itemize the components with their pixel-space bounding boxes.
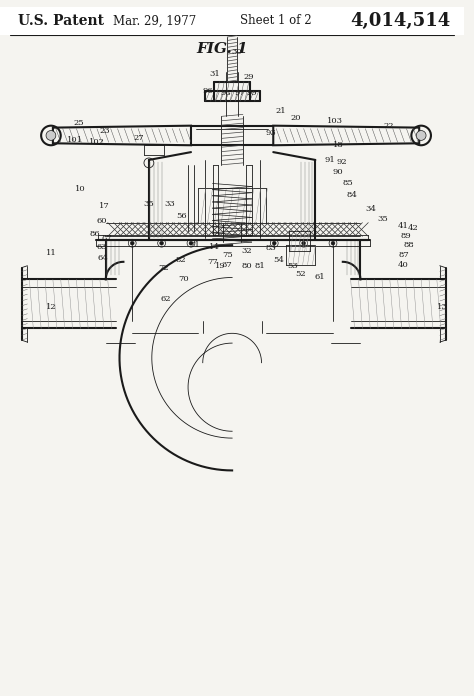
Text: 92: 92	[337, 158, 347, 166]
Text: 37: 37	[221, 261, 232, 269]
Text: 34: 34	[366, 205, 377, 213]
Circle shape	[272, 242, 276, 245]
Circle shape	[46, 131, 56, 141]
Text: 35: 35	[144, 200, 154, 208]
Text: 20: 20	[291, 114, 301, 122]
Text: 4,014,514: 4,014,514	[351, 12, 451, 30]
Circle shape	[189, 242, 193, 245]
Text: 63: 63	[97, 243, 107, 251]
Text: 83: 83	[266, 244, 277, 252]
Bar	[0, 7, 464, 35]
Text: 88: 88	[403, 241, 414, 249]
Text: 12: 12	[46, 303, 56, 311]
Text: 93: 93	[266, 129, 277, 136]
Text: 27: 27	[134, 134, 145, 143]
Text: 82: 82	[176, 256, 186, 264]
Text: 71: 71	[190, 241, 201, 249]
Text: 31: 31	[209, 70, 220, 78]
Text: 62: 62	[160, 295, 171, 303]
Text: 81: 81	[254, 262, 265, 270]
Text: 40: 40	[398, 261, 409, 269]
Text: 22: 22	[383, 122, 394, 129]
Text: 101: 101	[67, 136, 83, 144]
Text: 42: 42	[408, 223, 419, 232]
Text: 52: 52	[295, 269, 306, 278]
Text: 70: 70	[178, 276, 189, 283]
Text: 53: 53	[287, 262, 298, 270]
Circle shape	[331, 242, 335, 245]
Text: 10: 10	[75, 185, 86, 193]
Text: 85: 85	[342, 180, 353, 187]
Text: 91: 91	[325, 156, 336, 164]
Circle shape	[130, 242, 134, 245]
Text: 54: 54	[273, 256, 284, 264]
Text: 97: 97	[235, 89, 246, 97]
Text: 19: 19	[215, 262, 226, 270]
Text: 17: 17	[100, 202, 110, 210]
Text: 64: 64	[98, 254, 108, 262]
Text: 77: 77	[207, 258, 218, 266]
Text: 35: 35	[378, 214, 388, 223]
Circle shape	[160, 242, 164, 245]
Text: 33: 33	[164, 200, 175, 208]
Text: 14: 14	[209, 243, 220, 251]
Text: 75: 75	[222, 251, 233, 259]
Text: 56: 56	[176, 212, 186, 220]
Text: 60: 60	[97, 216, 107, 225]
Text: 21: 21	[276, 107, 286, 115]
Text: 87: 87	[398, 251, 409, 259]
Text: 99: 99	[246, 89, 257, 97]
Text: 98: 98	[221, 89, 232, 97]
Text: 72: 72	[158, 264, 169, 271]
Text: 29: 29	[244, 72, 254, 81]
Circle shape	[301, 242, 306, 245]
Text: Sheet 1 of 2: Sheet 1 of 2	[240, 15, 311, 27]
Text: 103: 103	[327, 117, 343, 125]
Text: 80: 80	[242, 262, 252, 270]
Text: 87: 87	[101, 235, 112, 242]
Text: 18: 18	[333, 141, 343, 149]
Text: 25: 25	[73, 119, 84, 127]
Circle shape	[416, 131, 426, 141]
Text: Mar. 29, 1977: Mar. 29, 1977	[113, 15, 196, 27]
Text: 84: 84	[346, 191, 357, 199]
Text: 41: 41	[398, 221, 409, 230]
Text: 90: 90	[333, 168, 343, 175]
Text: 23: 23	[100, 127, 110, 134]
Text: FIG. 1: FIG. 1	[197, 42, 248, 56]
Text: 13: 13	[438, 303, 448, 311]
Text: 86: 86	[90, 230, 100, 239]
Text: U.S. Patent: U.S. Patent	[18, 14, 104, 28]
Text: 102: 102	[89, 139, 105, 146]
Text: 89: 89	[400, 232, 411, 240]
Text: 30: 30	[232, 48, 242, 56]
Text: 96: 96	[202, 88, 213, 95]
Text: 11: 11	[46, 249, 56, 257]
Text: 61: 61	[315, 274, 326, 281]
Text: 32: 32	[242, 247, 252, 255]
